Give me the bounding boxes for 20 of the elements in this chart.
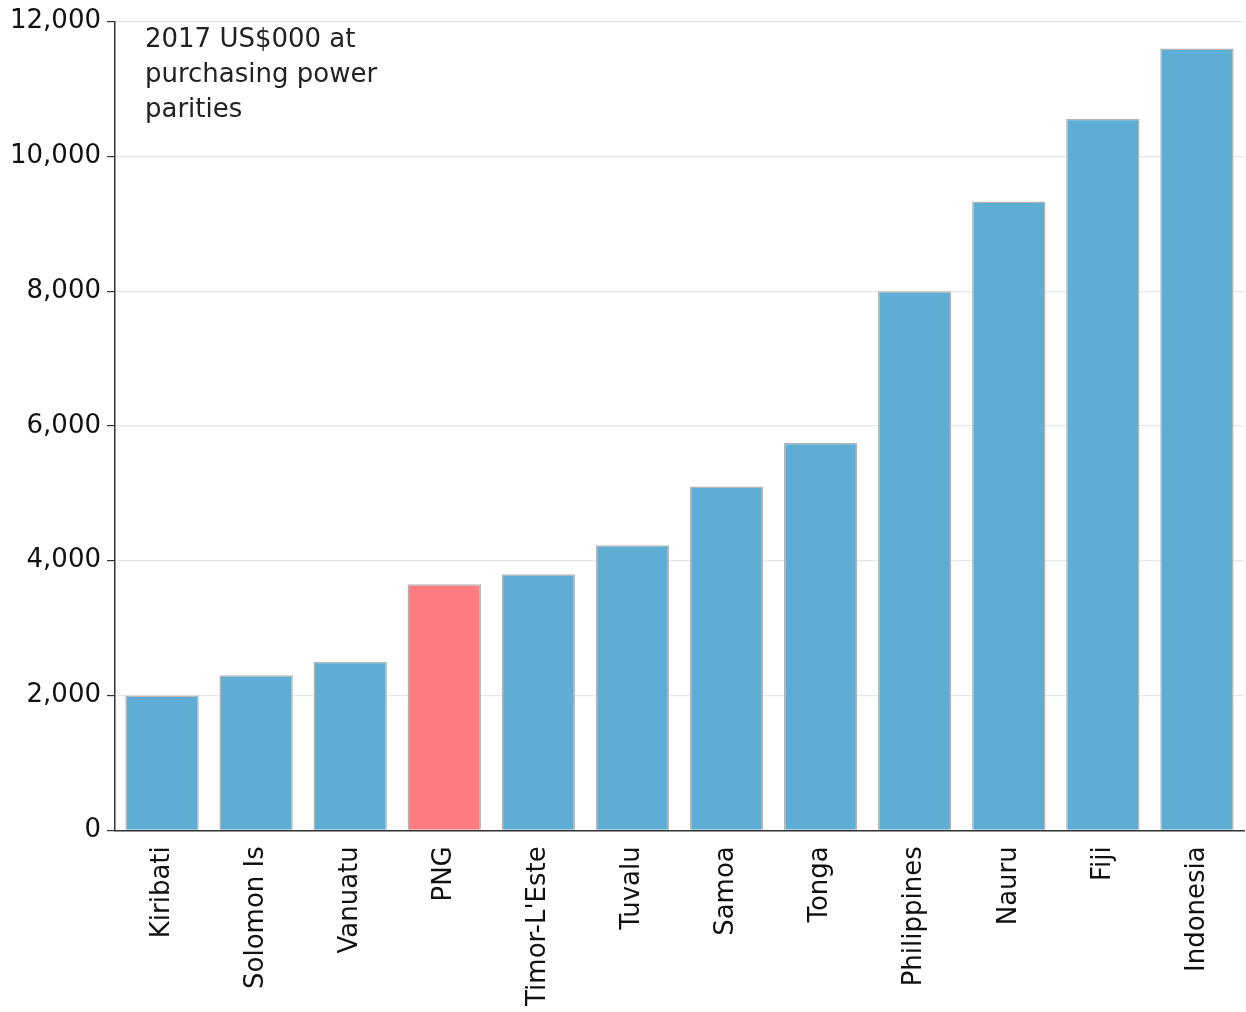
x-tick-label: PNG <box>427 846 458 902</box>
y-tick-label: 4,000 <box>26 543 101 574</box>
x-tick-label: Fiji <box>1085 846 1116 881</box>
annotation: 2017 US$000 at purchasing power parities <box>144 23 378 124</box>
x-tick-label: Indonesia <box>1179 846 1210 972</box>
y-tick-label: 12,000 <box>9 4 101 35</box>
x-tick-label: Vanuatu <box>332 846 363 954</box>
y-tick-label: 0 <box>84 813 101 843</box>
y-tick-label: 10,000 <box>9 139 101 170</box>
x-tick-label: Philippines <box>897 846 928 987</box>
x-tick-label: Nauru <box>991 846 1022 926</box>
y-tick-label: 6,000 <box>26 408 101 439</box>
x-tick-label: Solomon Is <box>238 846 269 989</box>
y-tick-label: 8,000 <box>26 273 101 304</box>
x-tick-label: Timor-L'Este <box>521 846 552 1007</box>
y-tick-label: 2,000 <box>26 678 101 709</box>
x-tick-label: Tonga <box>803 846 834 924</box>
x-tick-label: Kiribati <box>144 846 175 939</box>
x-tick-label: Samoa <box>709 846 740 936</box>
x-tick-label: Tuvalu <box>615 846 646 931</box>
